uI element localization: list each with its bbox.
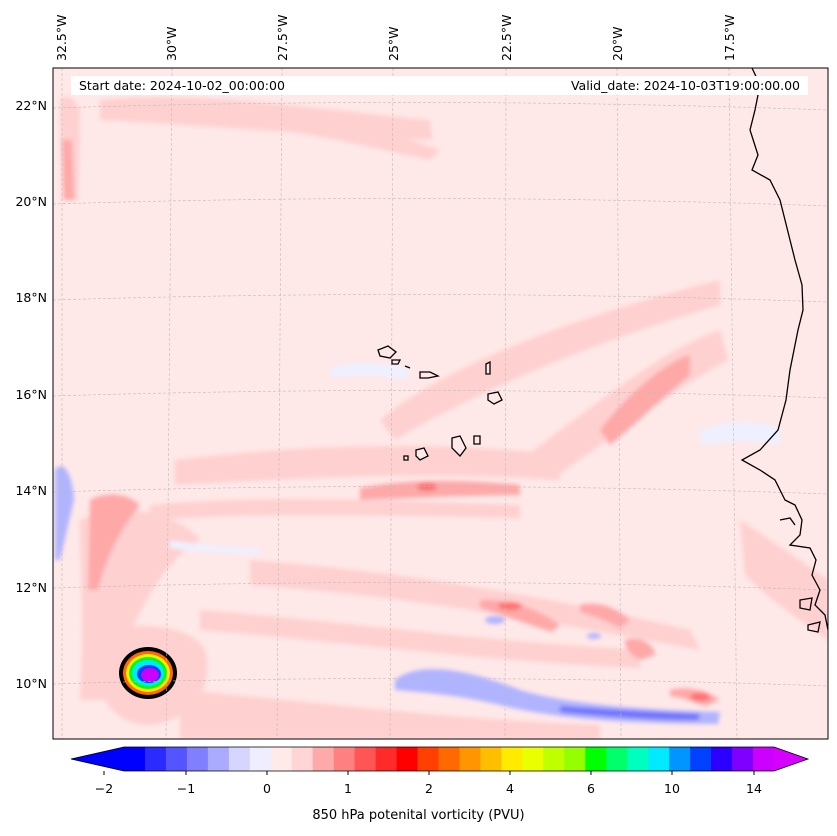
colorbar (70, 746, 810, 775)
pv-band-south-1 (250, 560, 700, 650)
pv-core-south-3 (625, 638, 655, 660)
cbar-tick-2: 2 (425, 781, 433, 796)
pv-core-central (360, 480, 520, 500)
colorbar-extend-high (774, 747, 808, 771)
colorbar-outline (70, 746, 810, 772)
pv-negative-core-south (560, 706, 700, 720)
colorbar-segment (354, 747, 377, 771)
pv-negative-east (700, 422, 780, 445)
colorbar-title: 850 hPa potenital vorticity (PVU) (312, 808, 525, 823)
colorbar-segment (753, 747, 775, 771)
pv-core-east (600, 355, 690, 445)
colorbar-segment (669, 747, 691, 771)
colorbar-segment (417, 747, 440, 771)
colorbar-segment (732, 747, 754, 771)
pv-negative-band-south (395, 669, 720, 724)
colorbar-segment (333, 747, 356, 771)
lon-label-32-5w: 32.5°W (54, 14, 69, 61)
colorbar-segment (480, 747, 502, 771)
lat-label-22n: 22°N (15, 98, 47, 113)
colorbar-segment (606, 747, 628, 771)
lon-label-27-5w: 27.5°W (275, 14, 290, 61)
lon-label-17-5w: 17.5°W (722, 14, 737, 61)
pv-band-nw (230, 108, 440, 160)
pv-core-south-2 (580, 603, 630, 628)
colorbar-segment (186, 747, 209, 771)
pv-negative-streak (170, 540, 260, 554)
lon-label-22-5w: 22.5°W (499, 14, 514, 61)
colorbar-segment (144, 747, 167, 771)
colorbar-segment (396, 747, 419, 771)
cbar-tick-10: 10 (664, 781, 680, 796)
cbar-tick-14: 14 (746, 781, 762, 796)
cbar-tick-neg2: −2 (94, 781, 114, 796)
lat-label-16n: 16°N (15, 387, 47, 402)
coastlines (740, 68, 828, 633)
lat-label-14n: 14°N (15, 483, 47, 498)
colorbar-extend-low (71, 747, 124, 771)
colorbar-segment (648, 747, 670, 771)
cbar-tick-6: 6 (587, 781, 595, 796)
colorbar-segment (228, 747, 251, 771)
colorbar-segment (124, 747, 146, 771)
pv-field (53, 68, 828, 739)
pv-core-west (88, 494, 140, 590)
cbar-tick-0: 0 (263, 781, 271, 796)
pv-band-diagonal-1 (380, 280, 720, 440)
colorbar-segment (207, 747, 230, 771)
valid-date-label: Valid_date: 2024-10-03T19:00:00.00 (570, 78, 800, 93)
cape-verde-islands (377, 345, 503, 461)
lat-label-10n: 10°N (15, 676, 47, 691)
colorbar-segment (543, 747, 565, 771)
pv-band-east-coast (740, 520, 828, 640)
colorbar-segment (690, 747, 712, 771)
start-date-label: Start date: 2024-10-02_00:00:00 (79, 78, 285, 93)
lat-label-12n: 12°N (15, 580, 47, 595)
colorbar-segment (627, 747, 649, 771)
colorbar-segment (585, 747, 607, 771)
lon-label-30w: 30°W (164, 26, 179, 61)
pv-band-mid (150, 499, 520, 520)
colorbar-segment (291, 747, 314, 771)
pv-negative-spot-1 (485, 616, 505, 624)
pv-core-spot-2 (498, 602, 522, 610)
pv-band-central (175, 445, 560, 485)
africa-coast (740, 68, 828, 631)
gridlines (53, 68, 828, 739)
colorbar-segment (165, 747, 188, 771)
lon-label-25w: 25°W (386, 26, 401, 61)
pv-core-spot-3 (690, 693, 710, 701)
colorbar-segment (312, 747, 335, 771)
pv-vortex (119, 647, 177, 699)
colorbar-segment (438, 747, 460, 771)
pv-negative-west (55, 466, 74, 560)
colorbar-segment (501, 747, 523, 771)
colorbar-segment (459, 747, 481, 771)
colorbar-segment (711, 747, 733, 771)
lon-label-20w: 20°W (610, 26, 625, 61)
cbar-tick-1: 1 (344, 781, 352, 796)
pv-core-spot-1 (417, 483, 437, 491)
colorbar-segment (270, 747, 293, 771)
date-info-box: Start date: 2024-10-02_00:00:00 Valid_da… (71, 76, 808, 95)
colorbar-segment (375, 747, 398, 771)
cbar-tick-4: 4 (506, 781, 514, 796)
lat-label-20n: 20°N (15, 194, 47, 209)
pv-core-north (62, 140, 74, 200)
pv-negative-north (330, 362, 410, 380)
pv-band-south-2 (200, 610, 640, 668)
lat-label-18n: 18°N (15, 290, 47, 305)
cbar-tick-neg1: −1 (176, 781, 196, 796)
colorbar-segment (249, 747, 272, 771)
colorbar-segment (564, 747, 586, 771)
pv-negative-spot-2 (587, 633, 601, 639)
map-frame (52, 67, 829, 740)
colorbar-segment (522, 747, 544, 771)
